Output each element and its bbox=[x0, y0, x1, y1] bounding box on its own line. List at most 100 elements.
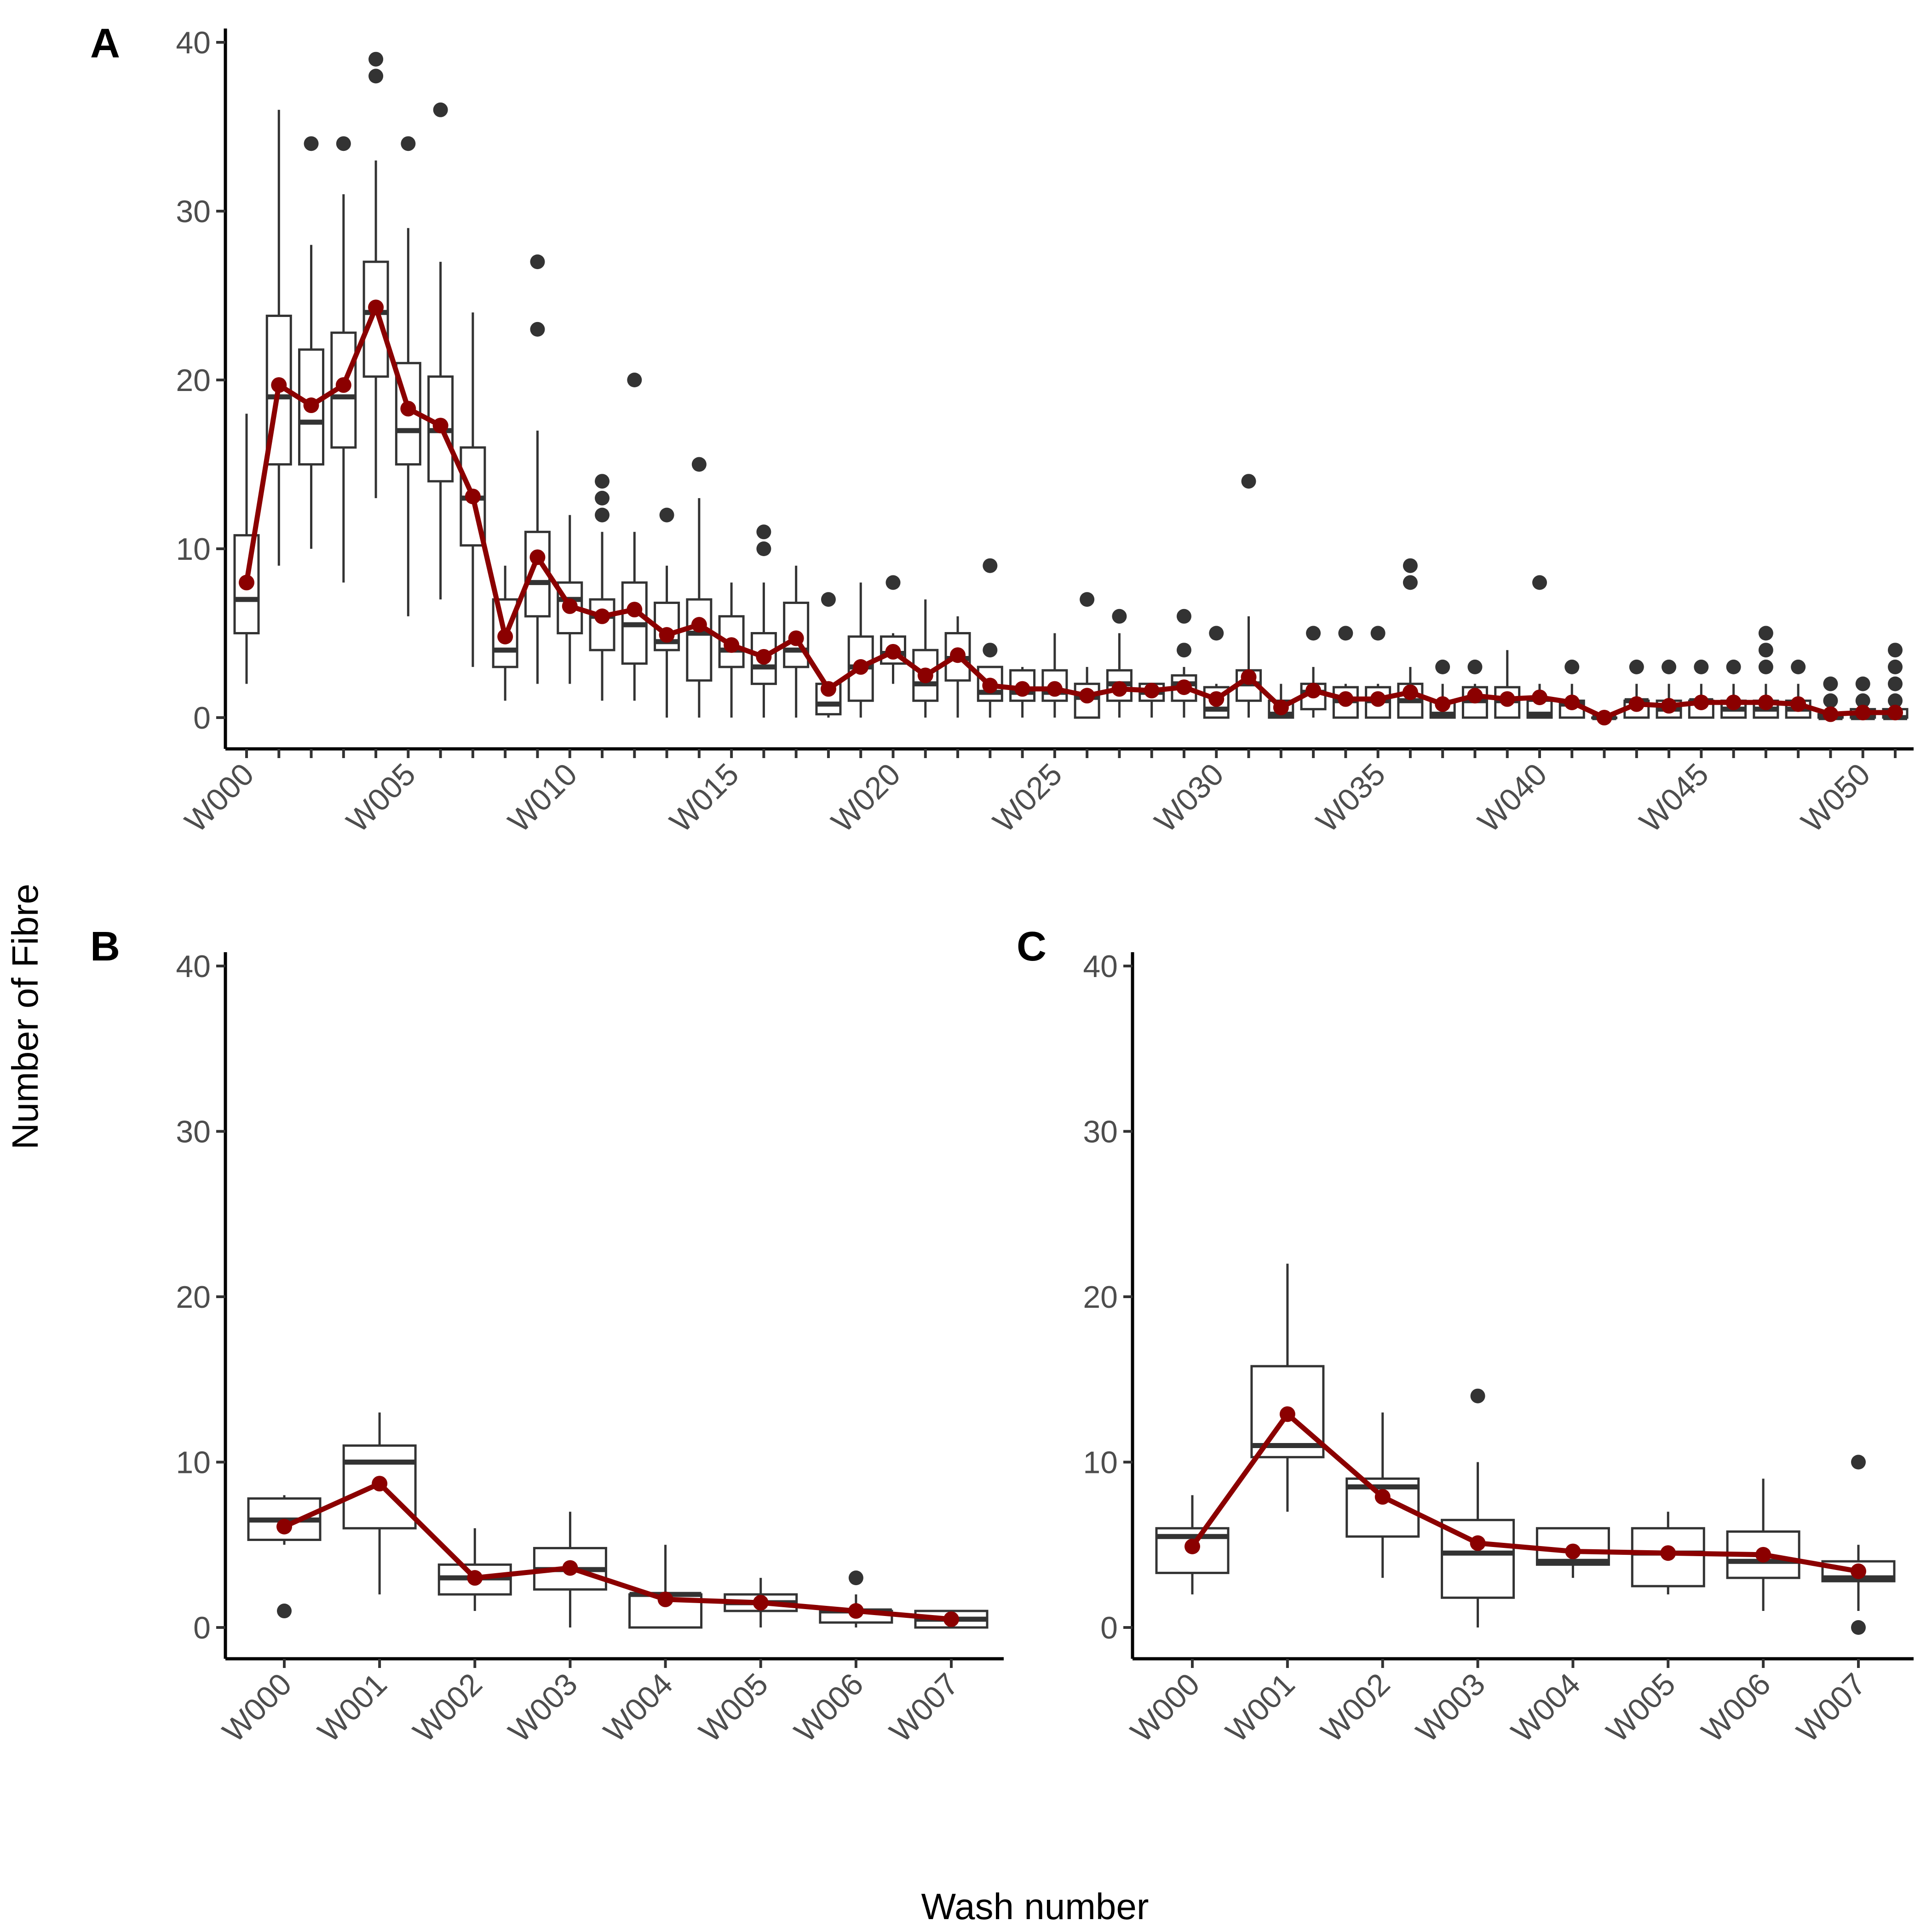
mean-point bbox=[1887, 704, 1903, 720]
box-w039 bbox=[1494, 650, 1521, 719]
x-tick-label: W007 bbox=[883, 1667, 965, 1749]
y-tick-label: 10 bbox=[176, 532, 211, 567]
x-tick-label: W004 bbox=[597, 1667, 679, 1749]
mean-point bbox=[1661, 698, 1677, 714]
outlier-point bbox=[530, 322, 545, 337]
x-tick-label: W045 bbox=[1633, 757, 1715, 839]
mean-point bbox=[1823, 706, 1839, 722]
mean-line bbox=[283, 1481, 952, 1622]
x-tick-label: W000 bbox=[1124, 1667, 1206, 1749]
outlier-point bbox=[1241, 474, 1256, 489]
outlier-point bbox=[821, 592, 836, 607]
outlier-point bbox=[983, 558, 998, 573]
mean-point bbox=[467, 1570, 483, 1586]
y-tick-label: 0 bbox=[193, 701, 211, 736]
x-tick-label: W000 bbox=[216, 1667, 298, 1749]
outlier-point bbox=[1888, 676, 1903, 691]
box-w021 bbox=[912, 599, 939, 718]
outlier-point bbox=[1855, 693, 1870, 708]
mean-point bbox=[1402, 684, 1418, 700]
mean-point bbox=[276, 1518, 292, 1535]
mean-point bbox=[691, 617, 707, 633]
mean-point bbox=[627, 602, 643, 618]
box-w001 bbox=[1250, 1264, 1325, 1512]
mean-point bbox=[1273, 699, 1289, 715]
outlier-point bbox=[1176, 609, 1191, 624]
outlier-point bbox=[1470, 1388, 1485, 1403]
mean-point bbox=[497, 628, 513, 644]
mean-point bbox=[303, 397, 319, 414]
box-w016 bbox=[750, 524, 777, 718]
mean-point bbox=[1467, 688, 1483, 704]
x-tick-label: W002 bbox=[407, 1667, 489, 1749]
x-tick-label: W035 bbox=[1310, 757, 1392, 839]
outlier-point bbox=[1467, 659, 1483, 674]
box-w001 bbox=[342, 1412, 417, 1595]
outlier-point bbox=[304, 136, 319, 151]
mean-point bbox=[465, 489, 481, 505]
mean-point bbox=[1758, 694, 1774, 710]
box-w019 bbox=[847, 582, 874, 718]
y-tick-label: 20 bbox=[176, 1280, 211, 1315]
mean-point bbox=[1176, 679, 1192, 695]
outlier-point bbox=[1112, 609, 1127, 624]
mean-point bbox=[1014, 681, 1030, 697]
box-w006 bbox=[819, 1570, 893, 1627]
outlier-point bbox=[1823, 676, 1838, 691]
mean-point bbox=[788, 630, 804, 646]
iqr-box bbox=[686, 598, 713, 682]
mean-point bbox=[950, 647, 966, 663]
mean-point bbox=[1565, 1543, 1581, 1559]
outlier-point bbox=[368, 69, 384, 84]
mean-point bbox=[335, 377, 351, 393]
outlier-point bbox=[756, 524, 771, 540]
x-tick-label: W025 bbox=[986, 757, 1069, 839]
outlier-point bbox=[1851, 1620, 1866, 1635]
outlier-point bbox=[433, 102, 448, 117]
box-w002 bbox=[298, 136, 325, 549]
mean-point bbox=[943, 1611, 959, 1627]
mean-point bbox=[724, 637, 740, 653]
y-tick-label: 10 bbox=[1083, 1445, 1118, 1480]
mean-point bbox=[1855, 704, 1871, 720]
mean-point bbox=[982, 678, 998, 694]
mean-point bbox=[1338, 691, 1354, 707]
box-w029 bbox=[1171, 609, 1197, 718]
outlier-point bbox=[691, 457, 707, 472]
x-tick-label: W000 bbox=[178, 757, 260, 839]
outlier-point bbox=[1726, 659, 1741, 674]
box-w006 bbox=[1726, 1478, 1800, 1611]
box-w006 bbox=[427, 102, 454, 600]
x-tick-label: W030 bbox=[1148, 757, 1230, 839]
mean-point bbox=[756, 649, 772, 665]
y-tick-label: 40 bbox=[1083, 949, 1118, 984]
box-w022 bbox=[944, 616, 971, 718]
mean-line bbox=[244, 305, 1895, 720]
outlier-point bbox=[595, 474, 610, 489]
mean-point bbox=[1111, 681, 1127, 697]
box-w020 bbox=[880, 575, 906, 684]
y-axis-title: Number of Fibre bbox=[5, 884, 46, 1150]
box-w025 bbox=[1041, 633, 1068, 718]
mean-point bbox=[1693, 694, 1709, 710]
outlier-point bbox=[1758, 643, 1773, 658]
outlier-point bbox=[1758, 659, 1773, 674]
box-w014 bbox=[686, 457, 713, 718]
mean-point bbox=[1370, 691, 1386, 707]
mean-point bbox=[753, 1595, 769, 1611]
mean-point bbox=[657, 1591, 673, 1607]
box-w003 bbox=[1441, 1388, 1515, 1627]
mean-point bbox=[271, 377, 287, 393]
mean-point bbox=[885, 644, 901, 660]
box-w002 bbox=[437, 1528, 512, 1611]
mean-point bbox=[1851, 1563, 1866, 1579]
x-axis-title: Wash number bbox=[921, 1886, 1149, 1927]
outlier-point bbox=[1338, 626, 1353, 641]
x-tick-label: W001 bbox=[311, 1667, 393, 1749]
mean-point bbox=[1725, 694, 1742, 710]
outlier-point bbox=[1855, 676, 1870, 691]
outlier-point bbox=[627, 373, 642, 387]
y-tick-label: 10 bbox=[176, 1445, 211, 1480]
outlier-point bbox=[1176, 643, 1191, 658]
box-w004 bbox=[362, 52, 389, 498]
